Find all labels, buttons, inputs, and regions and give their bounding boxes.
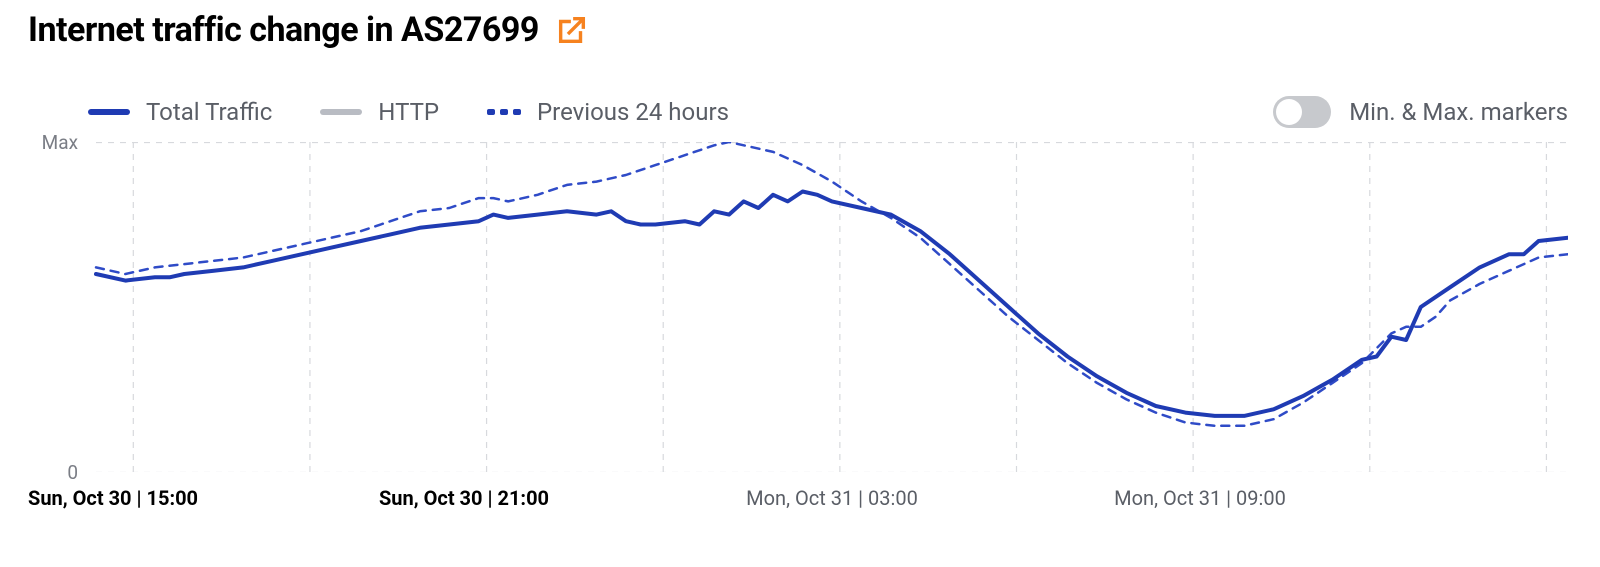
legend-swatch-line <box>320 109 362 115</box>
legend-swatch-dash <box>487 109 521 115</box>
page-title: Internet traffic change in AS27699 <box>28 10 539 50</box>
x-axis-label: Mon, Oct 31 | 09:00 <box>1114 486 1286 510</box>
legend-item-total-traffic[interactable]: Total Traffic <box>88 98 272 126</box>
legend-swatch-solid <box>88 109 130 115</box>
minmax-toggle-label: Min. & Max. markers <box>1349 98 1568 126</box>
legend-label: HTTP <box>378 98 439 126</box>
legend-label: Total Traffic <box>146 98 272 126</box>
traffic-chart <box>28 142 1568 472</box>
legend: Total Traffic HTTP Previous 24 hours <box>88 98 729 126</box>
minmax-toggle-group: Min. & Max. markers <box>1273 96 1568 128</box>
legend-item-previous-24h[interactable]: Previous 24 hours <box>487 98 729 126</box>
y-axis-label: Max <box>28 131 78 154</box>
x-axis-label: Mon, Oct 31 | 03:00 <box>746 486 918 510</box>
toggle-knob <box>1276 99 1302 125</box>
chart-holder: Max0Sun, Oct 30 | 15:00Sun, Oct 30 | 21:… <box>28 142 1572 522</box>
legend-item-http[interactable]: HTTP <box>320 98 439 126</box>
share-link-icon[interactable] <box>553 11 591 49</box>
minmax-toggle[interactable] <box>1273 96 1331 128</box>
y-axis-label: 0 <box>28 461 78 484</box>
title-row: Internet traffic change in AS27699 <box>28 10 1572 50</box>
x-axis-label: Sun, Oct 30 | 15:00 <box>28 486 198 510</box>
legend-row: Total Traffic HTTP Previous 24 hours Min… <box>28 96 1572 128</box>
legend-label: Previous 24 hours <box>537 98 729 126</box>
x-axis-label: Sun, Oct 30 | 21:00 <box>379 486 549 510</box>
